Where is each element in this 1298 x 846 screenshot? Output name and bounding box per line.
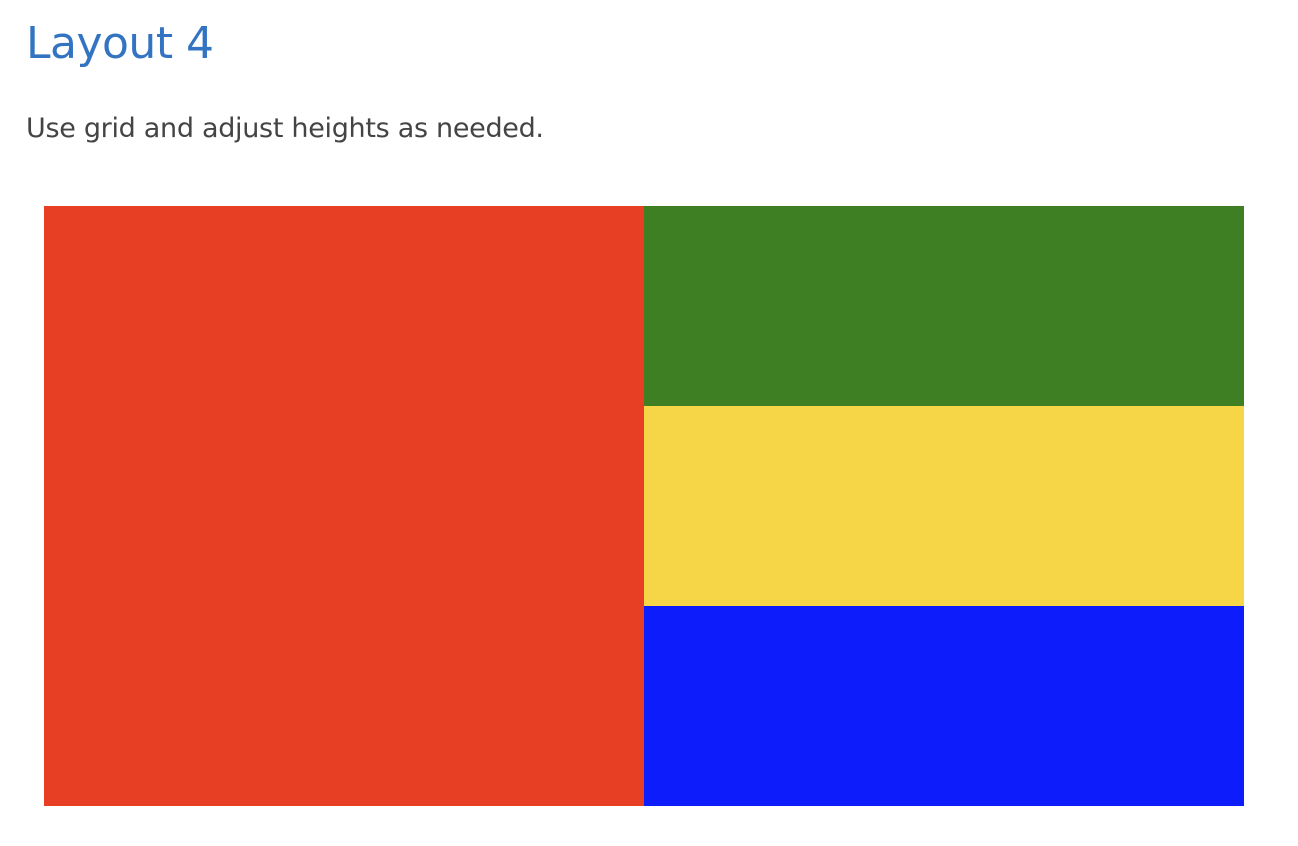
left-block	[44, 206, 644, 806]
top-right-block	[644, 206, 1244, 406]
middle-right-block	[644, 406, 1244, 606]
instruction-text: Use grid and adjust heights as needed.	[26, 113, 544, 144]
bottom-right-block	[644, 606, 1244, 806]
color-grid	[44, 206, 1244, 806]
page-title: Layout 4	[26, 18, 214, 69]
